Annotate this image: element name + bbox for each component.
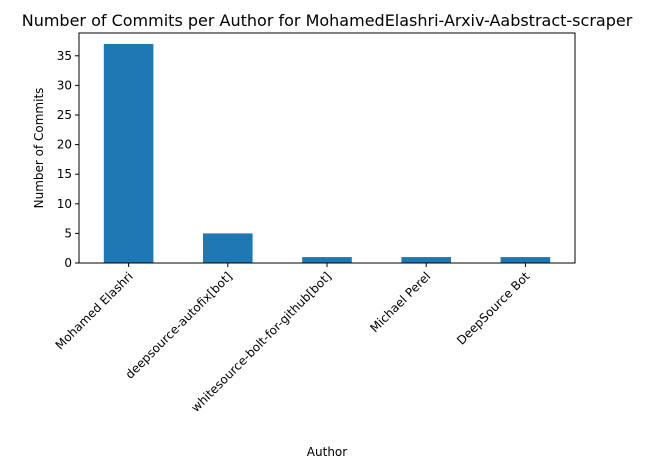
x-tick-label-3: Michael Perel xyxy=(367,269,433,335)
chart-title: Number of Commits per Author for Mohamed… xyxy=(22,11,633,30)
x-tick-label-4: DeepSource Bot xyxy=(454,269,533,348)
y-tick-label-4: 20 xyxy=(57,138,72,152)
y-tick-label-3: 15 xyxy=(57,167,72,181)
y-axis-label: Number of Commits xyxy=(32,88,46,209)
bar-2 xyxy=(302,257,352,263)
y-tick-label-6: 30 xyxy=(57,78,72,92)
x-axis: Mohamed Elashrideepsource-autofix[bot]wh… xyxy=(53,263,533,415)
x-axis-label: Author xyxy=(307,445,347,459)
y-tick-label-5: 25 xyxy=(57,108,72,122)
y-tick-label-7: 35 xyxy=(57,49,72,63)
y-tick-label-2: 10 xyxy=(57,197,72,211)
y-axis: 0 5 10 15 20 25 30 35 xyxy=(57,49,79,270)
x-tick-label-1: deepsource-autofix[bot] xyxy=(123,269,235,381)
bars-group xyxy=(103,43,551,264)
bar-3 xyxy=(401,257,451,263)
plot-frame xyxy=(78,32,576,264)
x-tick-label-0: Mohamed Elashri xyxy=(53,269,136,352)
bar-0 xyxy=(103,43,154,264)
bar-1 xyxy=(203,233,253,263)
bar-4 xyxy=(500,257,551,263)
y-tick-label-0: 0 xyxy=(64,256,72,270)
y-tick-label-1: 5 xyxy=(64,226,72,240)
